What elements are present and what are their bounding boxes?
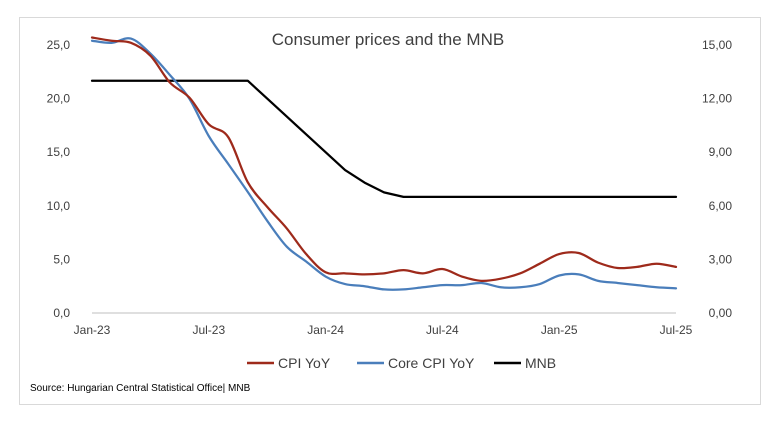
x-tick-label: Jan-25 bbox=[541, 323, 578, 337]
source-note: Source: Hungarian Central Statistical Of… bbox=[30, 383, 251, 394]
x-tick-label: Jul-23 bbox=[192, 323, 225, 337]
series-layer bbox=[90, 36, 678, 291]
legend-label: CPI YoY bbox=[278, 355, 331, 371]
right-axis: 0,00 3,00 6,00 9,00 12,00 15,00 bbox=[702, 38, 732, 320]
x-tick-label: Jul-24 bbox=[426, 323, 459, 337]
legend: CPI YoY Core CPI YoY MNB bbox=[247, 355, 556, 371]
left-tick-label: 15,0 bbox=[47, 145, 71, 159]
x-axis: Jan-23 Jul-23 Jan-24 Jul-24 Jan-25 Jul-25 bbox=[74, 323, 693, 337]
left-tick-label: 20,0 bbox=[47, 92, 71, 106]
legend-label: MNB bbox=[525, 355, 556, 371]
x-tick-label: Jan-23 bbox=[74, 323, 111, 337]
series-line-core-cpi-yoy bbox=[90, 37, 678, 291]
series-line-cpi-yoy bbox=[90, 36, 678, 283]
right-tick-label: 3,00 bbox=[709, 252, 733, 266]
left-tick-label: 5,0 bbox=[53, 252, 70, 266]
legend-label: Core CPI YoY bbox=[388, 355, 475, 371]
left-tick-label: 0,0 bbox=[53, 306, 70, 320]
x-tick-label: Jul-25 bbox=[660, 323, 693, 337]
x-tick-label: Jan-24 bbox=[307, 323, 344, 337]
left-tick-label: 10,0 bbox=[47, 199, 71, 213]
series-line-mnb bbox=[90, 79, 678, 198]
right-tick-label: 6,00 bbox=[709, 199, 733, 213]
right-tick-label: 9,00 bbox=[709, 145, 733, 159]
left-tick-label: 25,0 bbox=[47, 38, 71, 52]
right-tick-label: 12,00 bbox=[702, 92, 732, 106]
right-tick-label: 15,00 bbox=[702, 38, 732, 52]
left-axis: 0,0 5,0 10,0 15,0 20,0 25,0 bbox=[47, 38, 71, 320]
right-tick-label: 0,00 bbox=[709, 306, 733, 320]
chart-title: Consumer prices and the MNB bbox=[272, 30, 504, 49]
